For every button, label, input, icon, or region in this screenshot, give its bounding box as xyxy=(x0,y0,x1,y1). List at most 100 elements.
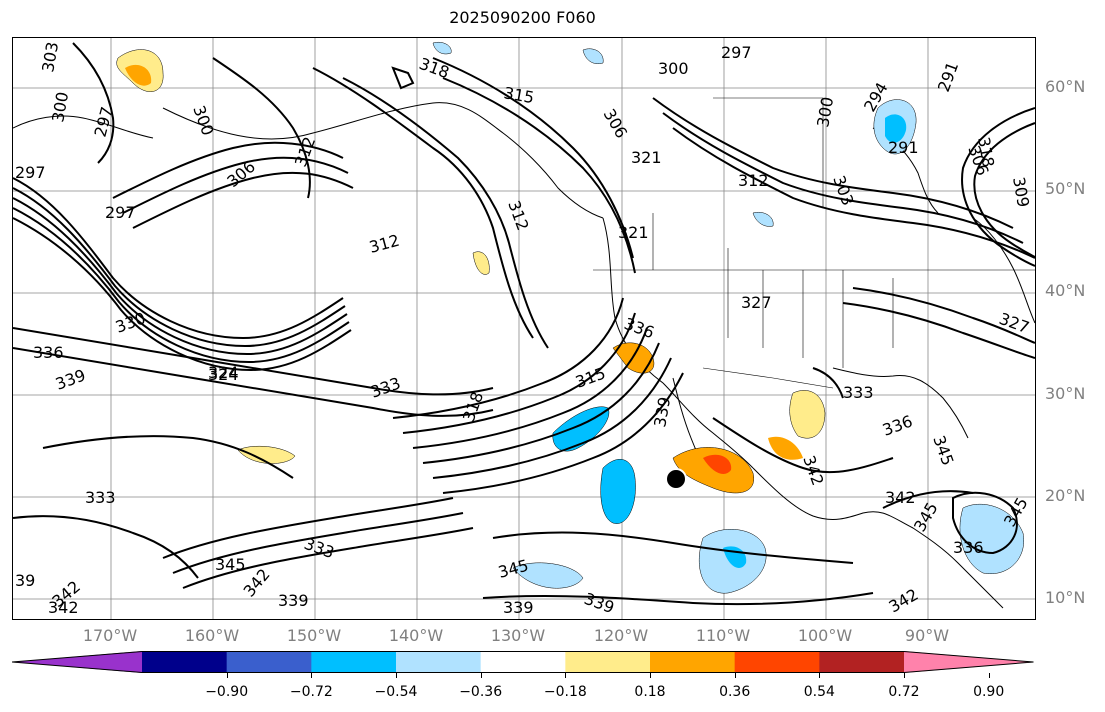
colorbar-segment xyxy=(396,651,482,673)
colorbar-outline xyxy=(11,651,1034,673)
contour-label: 342 xyxy=(48,598,79,617)
colorbar-segment xyxy=(142,651,228,673)
lat-label-60n: 60°N xyxy=(1045,77,1086,96)
colorbar-tick-mark xyxy=(480,673,482,678)
lon-label-120w: 120°W xyxy=(593,626,649,645)
contour-label: 342 xyxy=(886,585,922,617)
contour-label: 39 xyxy=(15,571,35,590)
contour-label: 297 xyxy=(15,163,46,182)
lon-label-150w: 150°W xyxy=(286,626,342,645)
colorbar-segment xyxy=(565,651,651,673)
colorbar-tick-label: −0.54 xyxy=(374,684,418,700)
colorbar-tick-label: −0.36 xyxy=(459,684,503,700)
graticule xyxy=(13,38,1035,619)
lat-label-40n: 40°N xyxy=(1045,281,1086,300)
boundaries xyxy=(593,97,1035,389)
contour-label: 342 xyxy=(799,453,827,488)
colorbar-tick-label: −0.18 xyxy=(543,684,587,700)
lon-label-130w: 130°W xyxy=(490,626,546,645)
contour-label: 300 xyxy=(48,90,72,123)
lon-label-140w: 140°W xyxy=(388,626,444,645)
colorbar-tick-label: 0.90 xyxy=(973,684,1005,700)
contour-label: 345 xyxy=(929,433,957,468)
contour-label: 315 xyxy=(502,83,535,107)
contour-label: 303 xyxy=(38,40,62,73)
lat-label-50n: 50°N xyxy=(1045,179,1086,198)
contour-label: 336 xyxy=(953,538,984,557)
contour-label: 333 xyxy=(843,383,874,402)
colorbar-segment xyxy=(734,651,820,673)
contour-label: 336 xyxy=(880,411,915,439)
contour-label: 315 xyxy=(573,363,608,391)
contours xyxy=(13,42,1035,606)
contour-label: 327 xyxy=(997,309,1032,337)
colorbar-tick-mark xyxy=(988,673,990,678)
map-title: 2025090200 F060 xyxy=(449,8,596,27)
contour-label: 336 xyxy=(622,314,657,342)
contour-label: 339 xyxy=(278,591,309,610)
colorbar-tick-label: 0.18 xyxy=(634,684,666,700)
colorbar-tick-label: 0.36 xyxy=(719,684,751,700)
contour-label: 309 xyxy=(1009,175,1033,208)
contour-label: 324 xyxy=(208,365,239,384)
map-area: 303 300 297 297 300 306 312 318 315 306 … xyxy=(12,37,1036,620)
colorbar-segment xyxy=(480,651,566,673)
contour-label: 339 xyxy=(582,589,617,617)
colorbar-tick-mark xyxy=(396,673,397,678)
colorbar-segment xyxy=(819,651,905,673)
contour-label: 339 xyxy=(53,365,88,393)
lat-label-20n: 20°N xyxy=(1045,486,1086,505)
colorbar-tick-mark xyxy=(819,673,821,678)
contour-label: 297 xyxy=(721,43,752,62)
contour-label: 339 xyxy=(503,598,534,617)
contour-label: 333 xyxy=(85,488,116,507)
colorbar-tick-mark xyxy=(311,673,313,678)
colorbar-segment xyxy=(311,651,397,673)
contour-label: 342 xyxy=(885,488,916,507)
lon-label-90w: 90°W xyxy=(904,626,950,645)
contour-label: 291 xyxy=(888,138,919,157)
contour-label: 339 xyxy=(650,395,674,428)
contour-label: 312 xyxy=(738,171,769,190)
lon-label-100w: 100°W xyxy=(797,626,853,645)
colorbar-tick-mark xyxy=(650,673,651,678)
lon-label-160w: 160°W xyxy=(184,626,240,645)
colorbar-segment xyxy=(226,651,312,673)
contour-label: 306 xyxy=(600,106,632,142)
lat-label-30n: 30°N xyxy=(1045,384,1086,403)
colorbar-segment xyxy=(650,651,736,673)
colorbar-tick-label: 0.72 xyxy=(888,684,920,700)
contour-label: 330 xyxy=(113,308,148,336)
contour-label: 336 xyxy=(33,343,64,362)
contour-label: 321 xyxy=(618,223,649,242)
contour-label: 327 xyxy=(741,293,772,312)
colorbar-tick-mark xyxy=(904,673,905,678)
contour-label: 291 xyxy=(934,59,962,94)
contour-label: 312 xyxy=(504,198,532,233)
colorbar-extend-low xyxy=(12,651,142,673)
contour-label: 300 xyxy=(813,95,837,128)
contour-label: 318 xyxy=(417,54,452,82)
contour-label: 345 xyxy=(215,555,246,574)
colorbar-extend-high xyxy=(904,651,1034,673)
map-svg: 303 300 297 297 300 306 312 318 315 306 … xyxy=(13,38,1035,619)
contour-label: 321 xyxy=(631,148,662,167)
colorbar xyxy=(11,651,1034,673)
contour-label: 303 xyxy=(829,173,857,208)
contour-label: 300 xyxy=(658,59,689,78)
contour-label: 333 xyxy=(302,534,337,562)
colorbar-tick-mark xyxy=(565,673,567,678)
shaded-fields xyxy=(116,42,1025,594)
contour-label: 333 xyxy=(368,373,403,401)
lon-label-170w: 170°W xyxy=(82,626,138,645)
contour-label: 312 xyxy=(367,231,401,257)
contour-label: 324 xyxy=(208,363,239,382)
colorbar-tick-label: −0.72 xyxy=(289,684,333,700)
lon-label-110w: 110°W xyxy=(695,626,751,645)
contour-label: 297 xyxy=(105,203,136,222)
colorbar-tick-mark xyxy=(226,673,228,678)
lat-label-10n: 10°N xyxy=(1045,588,1086,607)
colorbar-tick-label: −0.90 xyxy=(205,684,249,700)
colorbar-tick-label: 0.54 xyxy=(803,684,835,700)
colorbar-tick-mark xyxy=(734,673,736,678)
